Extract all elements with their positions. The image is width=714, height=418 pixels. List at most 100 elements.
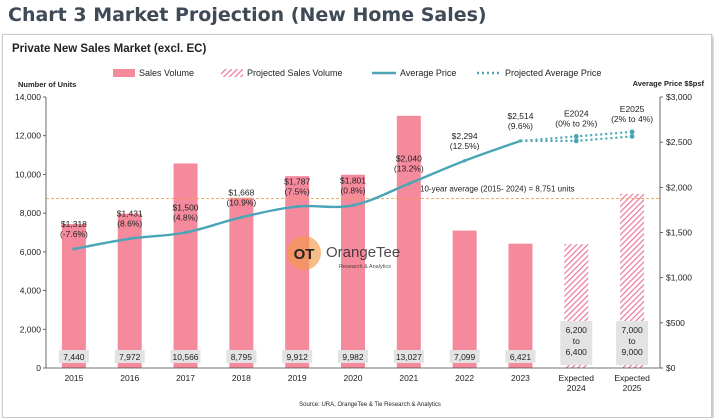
y-tick-label: 6,000 — [20, 247, 42, 257]
price-change-label: (9.6%) — [508, 121, 533, 131]
average-price-point — [183, 230, 188, 235]
projected-volume-label-to: to — [629, 336, 636, 346]
x-tick-label: Expected — [614, 373, 650, 383]
volume-label-box — [505, 350, 536, 363]
y-axis-title: Number of Units — [18, 80, 76, 89]
volume-data-label: 9,912 — [287, 352, 309, 362]
volume-data-label: 6,421 — [510, 352, 532, 362]
y-tick-label: 10,000 — [15, 169, 41, 179]
watermark-name: OrangeTee — [326, 244, 400, 261]
chart-title: Private New Sales Market (excl. EC) — [12, 43, 206, 55]
projected-price-range-label: (2% to 4%) — [611, 114, 653, 124]
price-data-label: $2,294 — [452, 131, 478, 141]
x-tick-label: 2017 — [176, 373, 195, 383]
volume-data-label: 13,027 — [396, 352, 422, 362]
legend-label-sales: Sales Volume — [139, 68, 194, 78]
y-tick-label: 12,000 — [15, 131, 41, 141]
watermark: OT OrangeTee Research & Analytics — [287, 236, 400, 270]
average-price-point — [72, 247, 76, 251]
price-change-label: (12.5%) — [450, 141, 480, 151]
legend-swatch-projected-sales — [221, 69, 243, 77]
price-data-label: $2,040 — [396, 154, 422, 164]
x-tick-label: 2016 — [120, 373, 139, 383]
y2-tick-label: $2,500 — [666, 137, 692, 147]
source-note: Source: URA, OrangeTee & Tie Research & … — [299, 402, 441, 408]
legend-swatch-sales — [113, 69, 135, 77]
price-data-label: $2,514 — [507, 111, 533, 121]
projected-volume-label-box — [616, 321, 649, 365]
average-reference-label: 10-year average (2015- 2024) = 8,751 uni… — [420, 185, 575, 194]
price-line — [72, 129, 635, 251]
projected-volume-label-low: 6,200 — [566, 325, 588, 335]
y-tick-label: 2,000 — [20, 324, 42, 334]
projected-volume-label-high: 9,000 — [621, 347, 643, 357]
sales-bar — [229, 197, 254, 368]
price-change-label: (13.2%) — [394, 164, 424, 174]
volume-label-box — [338, 350, 368, 363]
watermark-logo-text: OT — [294, 246, 315, 263]
volume-label-box — [170, 350, 201, 363]
x-tick-label: 2022 — [455, 373, 474, 383]
legend-label-projected-sales: Projected Sales Volume — [247, 68, 343, 78]
price-change-label: (4.8%) — [173, 213, 198, 223]
volume-data-label: 7,440 — [63, 352, 85, 362]
volume-data-label: 9,982 — [342, 352, 364, 362]
volume-label-box — [226, 350, 257, 363]
projected-volume-label-low: 7,000 — [621, 325, 643, 335]
y-tick-label: 0 — [36, 363, 41, 373]
legend-label-price: Average Price — [400, 68, 456, 78]
average-price-point — [463, 159, 467, 163]
projected-volume-label-to: to — [573, 336, 580, 346]
y2-tick-label: $1,500 — [666, 228, 692, 238]
price-data-label: $1,318 — [61, 219, 87, 229]
projected-price-label: E2025 — [620, 104, 645, 114]
watermark-subtitle: Research & Analytics — [339, 264, 391, 270]
price-change-label: (7.5%) — [285, 187, 310, 197]
watermark-logo-icon — [287, 236, 321, 270]
sales-bar — [117, 213, 142, 368]
x-tick-label: 2015 — [64, 373, 83, 383]
x-tick-label: 2019 — [288, 373, 307, 383]
projected-volume-label-high: 6,400 — [566, 347, 588, 357]
price-change-label: (10.9%) — [226, 197, 256, 207]
average-line: 10-year average (2015- 2024) = 8,751 uni… — [46, 185, 660, 200]
volume-label-box — [449, 350, 480, 363]
legend-label-projected-price: Projected Average Price — [505, 68, 601, 78]
y2-tick-label: $500 — [666, 318, 685, 328]
volume-data-label: 10,566 — [173, 352, 199, 362]
volume-data-label: 8,795 — [231, 352, 253, 362]
average-price-point — [239, 215, 243, 219]
x-axis: 2015 2016 2017 2018 2019 2020 2021 2022 2023 Expe… — [46, 367, 660, 393]
sales-bar — [452, 230, 477, 368]
y2-tick-label: $2,000 — [666, 182, 692, 192]
projected-price-point — [573, 133, 579, 139]
x-tick-label: 2018 — [232, 373, 251, 383]
volume-label-box — [393, 350, 424, 363]
price-change-label: (-7.6%) — [60, 229, 88, 239]
y-tick-label: 4,000 — [20, 286, 42, 296]
projected-price-range-label: (0% to 2%) — [555, 118, 597, 128]
volume-label-box — [282, 350, 313, 363]
volume-data-label: 7,099 — [454, 352, 476, 362]
sales-bar — [396, 115, 421, 368]
projected-price-label: E2024 — [564, 108, 589, 118]
average-price-point — [128, 237, 132, 241]
x-tick-label: 2021 — [399, 373, 418, 383]
projected-price-point — [629, 129, 635, 135]
average-price-point — [295, 204, 299, 209]
projected-volume-label-box — [560, 321, 593, 365]
x-tick-label: Expected — [559, 373, 595, 383]
volume-label-box — [114, 350, 145, 363]
x-tick-label: 2025 — [623, 383, 642, 393]
y2-tick-label: $0 — [666, 363, 676, 373]
y2-tick-label: $1,000 — [666, 273, 692, 283]
bars — [61, 115, 645, 368]
average-price-point — [407, 182, 411, 186]
page-title: Chart 3 Market Projection (New Home Sale… — [8, 4, 487, 26]
x-tick-label: 2023 — [511, 373, 530, 383]
price-change-label: (8.6%) — [117, 219, 142, 229]
sales-bar — [508, 243, 533, 368]
price-data-label: $1,787 — [284, 177, 310, 187]
projected-price-point — [629, 133, 635, 139]
